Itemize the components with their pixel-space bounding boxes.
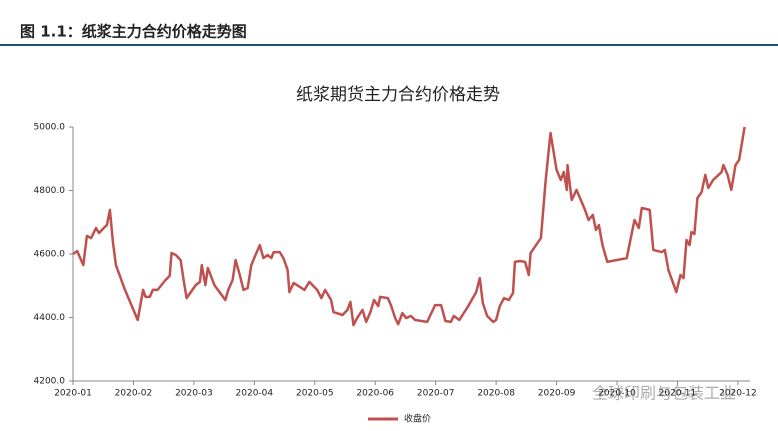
price-line <box>72 126 746 327</box>
y-tick-label: 4800.0 <box>34 186 66 196</box>
y-tick-label: 4200.0 <box>34 377 66 387</box>
y-tick-label: 4600.0 <box>34 250 66 260</box>
watermark: 全球印刷与包装工业 <box>592 384 736 403</box>
x-tick-label: 2020-06 <box>356 389 394 399</box>
x-tick-label: 2020-05 <box>296 389 334 399</box>
y-tick-label: 4400.0 <box>34 313 66 323</box>
header: 图 1.1：纸浆主力合约价格走势图 <box>20 23 247 41</box>
x-tick-label: 2020-07 <box>417 389 455 399</box>
x-tick-label: 2020-11 <box>659 389 697 399</box>
x-tick-label: 2020-08 <box>477 389 515 399</box>
legend-label: 收盘价 <box>404 413 431 425</box>
y-tick-label: 5000.0 <box>34 123 66 133</box>
chart-title: 纸浆期货主力合约价格走势 <box>296 85 500 105</box>
x-tick-label: 2020-09 <box>538 389 576 399</box>
x-tick-label: 2020-01 <box>54 389 92 399</box>
x-tick-label: 2020-03 <box>175 389 213 399</box>
x-tick-label: 2020-04 <box>236 389 274 399</box>
x-tick-label: 2020-10 <box>598 389 636 399</box>
x-tick-label: 2020-12 <box>719 389 757 399</box>
x-tick-label: 2020-02 <box>115 389 153 399</box>
